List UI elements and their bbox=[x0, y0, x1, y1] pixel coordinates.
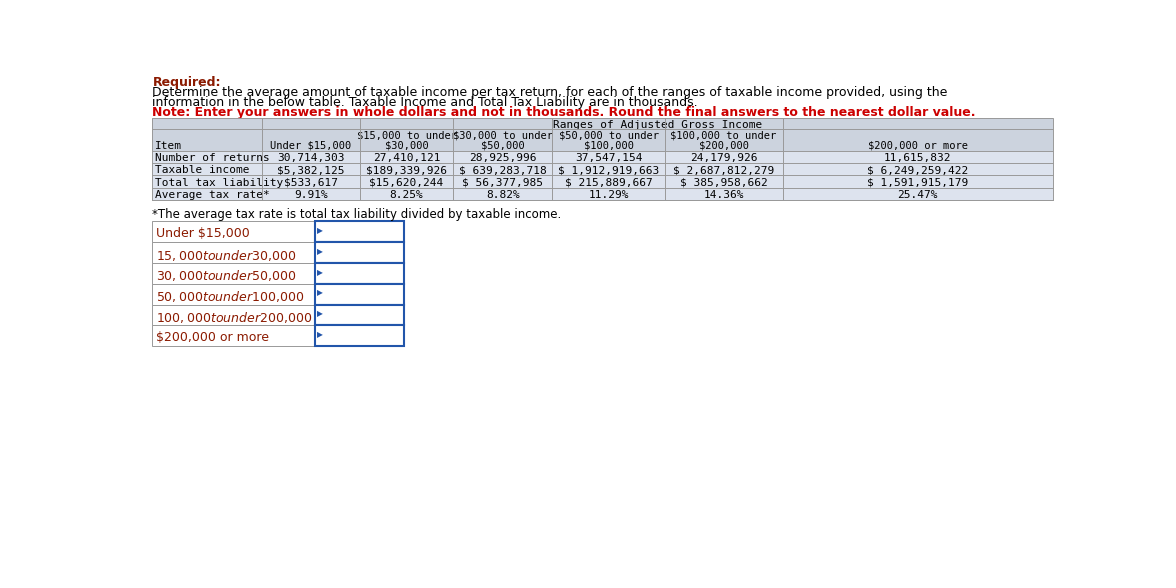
Text: $15,620,244: $15,620,244 bbox=[369, 178, 443, 188]
Text: $ 1,591,915,179: $ 1,591,915,179 bbox=[867, 178, 968, 188]
Text: $ 2,687,812,279: $ 2,687,812,279 bbox=[673, 165, 774, 175]
Text: 27,410,121: 27,410,121 bbox=[373, 153, 440, 163]
Text: $30,000 to under: $30,000 to under bbox=[453, 131, 553, 141]
Bar bbox=[153, 151, 1053, 200]
Text: $50,000 to under $100,000: $50,000 to under $100,000 bbox=[156, 289, 305, 304]
Text: 11.29%: 11.29% bbox=[588, 190, 629, 200]
Text: 24,179,926: 24,179,926 bbox=[690, 153, 757, 163]
Text: information in the below table. Taxable Income and Total Tax Liability are in th: information in the below table. Taxable … bbox=[153, 96, 699, 109]
Text: ▶: ▶ bbox=[316, 268, 322, 277]
Text: Number of returns: Number of returns bbox=[155, 153, 269, 163]
Bar bbox=[315, 222, 405, 242]
Text: $5,382,125: $5,382,125 bbox=[278, 165, 345, 175]
Bar bbox=[153, 263, 315, 284]
Text: $100,000 to under: $100,000 to under bbox=[670, 131, 776, 141]
Text: $50,000: $50,000 bbox=[481, 141, 524, 151]
Text: Under $15,000: Under $15,000 bbox=[270, 141, 352, 151]
Bar bbox=[153, 325, 315, 346]
Text: Item: Item bbox=[155, 141, 182, 151]
Text: $100,000 to under $200,000: $100,000 to under $200,000 bbox=[156, 310, 313, 325]
Text: Required:: Required: bbox=[153, 76, 221, 89]
Text: Under $15,000: Under $15,000 bbox=[156, 227, 250, 240]
Bar bbox=[315, 325, 405, 346]
Text: ▶: ▶ bbox=[316, 247, 322, 256]
Bar bbox=[153, 242, 315, 263]
Bar bbox=[315, 284, 405, 305]
Text: $ 1,912,919,663: $ 1,912,919,663 bbox=[557, 165, 659, 175]
Bar bbox=[153, 118, 1053, 151]
Text: $30,000 to under $50,000: $30,000 to under $50,000 bbox=[156, 269, 296, 283]
Text: $ 215,889,667: $ 215,889,667 bbox=[564, 178, 653, 188]
Text: 11,615,832: 11,615,832 bbox=[884, 153, 951, 163]
Text: 37,547,154: 37,547,154 bbox=[575, 153, 642, 163]
Text: $50,000 to under: $50,000 to under bbox=[559, 131, 659, 141]
Bar bbox=[153, 284, 315, 305]
Text: $15,000 to under: $15,000 to under bbox=[356, 131, 456, 141]
Text: $100,000: $100,000 bbox=[583, 141, 634, 151]
Text: 30,714,303: 30,714,303 bbox=[278, 153, 345, 163]
Text: Ranges of Adjusted Gross Income: Ranges of Adjusted Gross Income bbox=[553, 120, 762, 130]
Text: 14.36%: 14.36% bbox=[703, 190, 744, 200]
Text: *The average tax rate is total tax liability divided by taxable income.: *The average tax rate is total tax liabi… bbox=[153, 208, 562, 220]
Text: ▶: ▶ bbox=[316, 226, 322, 235]
Text: 25.47%: 25.47% bbox=[897, 190, 938, 200]
Text: $ 56,377,985: $ 56,377,985 bbox=[462, 178, 543, 188]
Text: Total tax liability: Total tax liability bbox=[155, 178, 283, 188]
Bar bbox=[153, 222, 315, 242]
Bar bbox=[315, 263, 405, 284]
Text: Taxable income: Taxable income bbox=[155, 165, 249, 175]
Bar bbox=[315, 305, 405, 325]
Text: 28,925,996: 28,925,996 bbox=[469, 153, 536, 163]
Text: $200,000 or more: $200,000 or more bbox=[868, 141, 968, 151]
Text: 9.91%: 9.91% bbox=[294, 190, 328, 200]
Text: $ 639,283,718: $ 639,283,718 bbox=[459, 165, 547, 175]
Text: $189,339,926: $189,339,926 bbox=[366, 165, 447, 175]
Text: $533,617: $533,617 bbox=[283, 178, 338, 188]
Text: $30,000: $30,000 bbox=[385, 141, 428, 151]
Text: $200,000 or more: $200,000 or more bbox=[156, 331, 269, 344]
Bar bbox=[153, 118, 1053, 200]
Text: ▶: ▶ bbox=[316, 289, 322, 298]
Text: ▶: ▶ bbox=[316, 309, 322, 318]
Bar bbox=[153, 305, 315, 325]
Text: 8.82%: 8.82% bbox=[486, 190, 520, 200]
Text: Determine the average amount of taxable income per tax return, for each of the r: Determine the average amount of taxable … bbox=[153, 86, 948, 99]
Text: 8.25%: 8.25% bbox=[389, 190, 423, 200]
Text: $ 6,249,259,422: $ 6,249,259,422 bbox=[867, 165, 968, 175]
Text: Average tax rate*: Average tax rate* bbox=[155, 190, 269, 200]
Text: Note: Enter your answers in whole dollars and not in thousands. Round the final : Note: Enter your answers in whole dollar… bbox=[153, 106, 976, 119]
Bar bbox=[315, 242, 405, 263]
Text: $ 385,958,662: $ 385,958,662 bbox=[680, 178, 768, 188]
Text: $15,000 to under $30,000: $15,000 to under $30,000 bbox=[156, 248, 296, 263]
Text: $200,000: $200,000 bbox=[699, 141, 749, 151]
Text: ▶: ▶ bbox=[316, 330, 322, 339]
